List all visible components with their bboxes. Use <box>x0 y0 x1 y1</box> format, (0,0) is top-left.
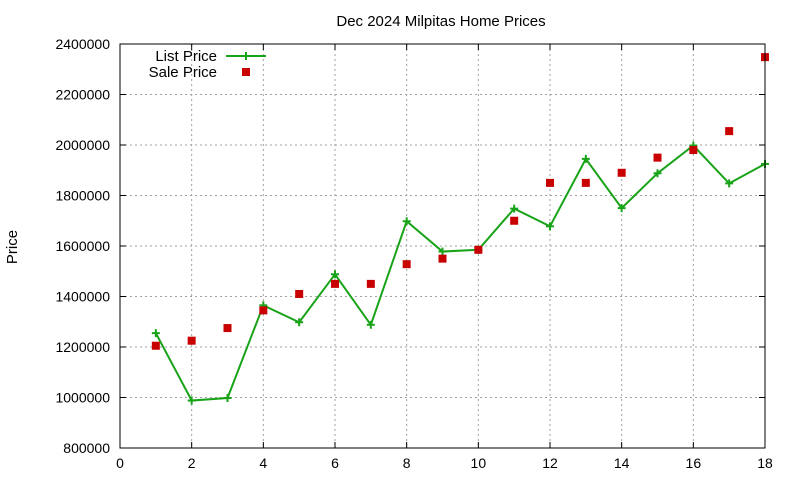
sale-price-point <box>510 216 519 225</box>
sale-price-point <box>581 178 590 187</box>
list-price-point <box>402 217 411 226</box>
sale-price-point <box>366 279 375 288</box>
sale-price-point <box>402 260 411 269</box>
y-axis-label: Price <box>4 230 21 264</box>
y-tick-label: 1600000 <box>55 238 110 254</box>
sale-price-point <box>187 336 196 345</box>
sale-price-point <box>223 324 232 333</box>
list-price-point <box>331 270 339 279</box>
list-price-point <box>510 204 519 213</box>
list-price-point <box>617 204 626 213</box>
list-price-point <box>581 154 590 163</box>
y-tick-label: 1000000 <box>55 390 110 406</box>
legend-sample-sale-price <box>242 68 250 76</box>
y-tick-label: 2000000 <box>55 137 110 153</box>
list-price-point <box>295 318 304 327</box>
grid-lines <box>120 44 765 448</box>
y-tick-label: 2400000 <box>55 36 110 52</box>
x-tick-label: 18 <box>757 455 773 471</box>
sale-price-point <box>725 127 734 136</box>
y-tick-label: 2200000 <box>55 87 110 103</box>
sale-price-point <box>438 254 447 263</box>
y-tick-label: 1400000 <box>55 289 110 305</box>
x-tick-label: 4 <box>259 455 267 471</box>
list-price-point <box>725 179 734 188</box>
legend-label-sale-price: Sale Price <box>149 64 217 81</box>
y-tick-label: 1800000 <box>55 188 110 204</box>
x-tick-label: 8 <box>403 455 411 471</box>
sale-price-point <box>331 279 339 288</box>
list-price-point <box>187 396 196 405</box>
sale-price-point <box>151 341 160 350</box>
x-tick-label: 6 <box>331 455 339 471</box>
y-tick-label: 1200000 <box>55 339 110 355</box>
x-tick-label: 12 <box>542 455 558 471</box>
list-price-point <box>366 320 375 329</box>
plot-area <box>151 53 769 405</box>
list-price-point <box>151 329 160 338</box>
list-price-point <box>438 247 447 256</box>
x-tick-label: 0 <box>116 455 124 471</box>
x-tick-label: 2 <box>188 455 196 471</box>
x-tick-label: 10 <box>471 455 487 471</box>
axis-ticks: 0 2 4 6 8 10 12 14 16 18 800000 1000000 1200000 14000… <box>55 36 773 471</box>
y-tick-label: 800000 <box>63 440 110 456</box>
chart-title: Dec 2024 Milpitas Home Prices <box>336 13 545 30</box>
list-price-line <box>154 144 766 402</box>
sale-price-point <box>474 245 483 254</box>
list-price-point <box>223 394 232 403</box>
legend-label-list-price: List Price <box>155 48 217 65</box>
legend: List Price Sale Price <box>149 48 266 81</box>
sale-price-point <box>295 289 304 298</box>
sale-price-point <box>653 153 662 162</box>
sale-price-point <box>689 146 698 155</box>
sale-price-point <box>546 178 554 187</box>
x-tick-label: 16 <box>686 455 702 471</box>
x-tick-label: 14 <box>614 455 630 471</box>
list-price-point <box>546 222 554 231</box>
sale-price-point <box>617 168 626 177</box>
legend-marker-list-price <box>242 52 250 60</box>
sale-price-point <box>259 306 268 315</box>
list-price-point <box>653 169 662 178</box>
